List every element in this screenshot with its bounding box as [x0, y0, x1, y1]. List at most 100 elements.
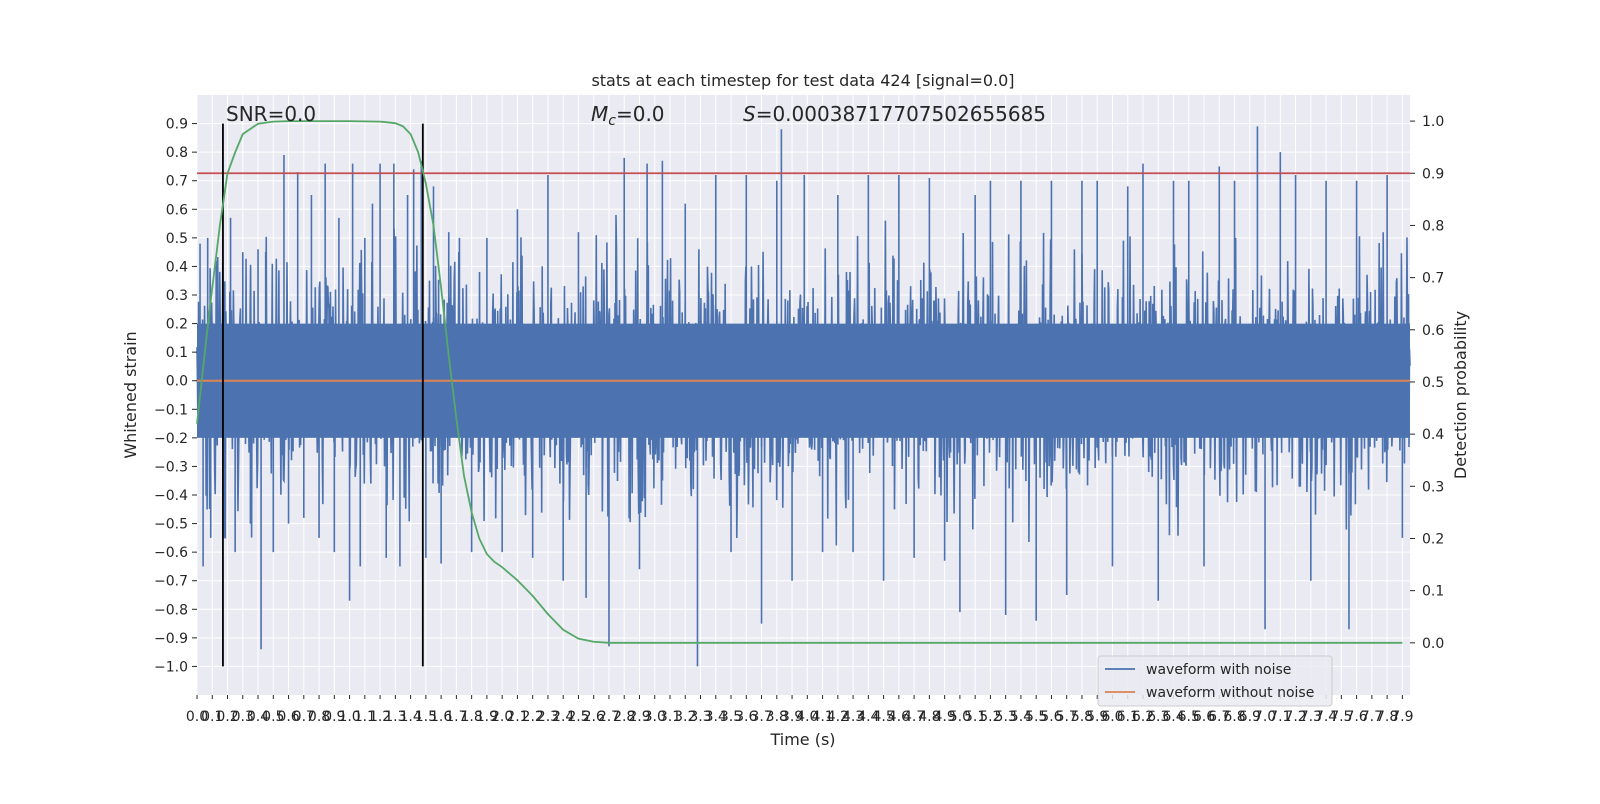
annotation-s: S=0.0003871770750265568​5: [743, 102, 1046, 126]
x-tick-label: 3.6: [735, 709, 757, 725]
x-tick-label: 0.0: [186, 709, 208, 725]
chart-title: stats at each timestep for test data 424…: [591, 71, 1014, 90]
y-left-tick-label: 0.5: [166, 231, 188, 247]
x-tick-label: 3.3: [689, 709, 711, 725]
x-tick-label: 4.4: [857, 709, 879, 725]
x-tick-label: 5.4: [1010, 709, 1032, 725]
x-tick-label: 3.4: [705, 709, 727, 725]
x-tick-label: 2.7: [598, 709, 620, 725]
y-left-tick-label: 0.0: [166, 374, 188, 390]
annotation-snr: SNR=0.0: [226, 102, 316, 126]
x-tick-label: 6.1: [1117, 709, 1139, 725]
x-tick-label: 3.0: [644, 709, 666, 725]
x-tick-label: 1.4: [399, 709, 421, 725]
y-right-tick-label: 0.2: [1422, 531, 1444, 547]
x-tick-label: 2.4: [552, 709, 574, 725]
x-tick-label: 7.8: [1376, 709, 1398, 725]
y-right-tick-label: 0.7: [1422, 271, 1444, 287]
y-left-tick-label: 0.8: [166, 145, 188, 161]
x-tick-label: 0.4: [247, 709, 269, 725]
x-tick-label: 1.9: [476, 709, 498, 725]
x-tick-label: 6.7: [1208, 709, 1230, 725]
x-tick-label: 4.9: [934, 709, 956, 725]
y-left-tick-label: −0.6: [154, 545, 188, 561]
x-tick-label: 2.6: [583, 709, 605, 725]
x-tick-label: 1.6: [430, 709, 452, 725]
y-left-tick-label: 0.6: [166, 202, 188, 218]
x-tick-label: 7.2: [1284, 709, 1306, 725]
x-tick-label: 7.1: [1269, 709, 1291, 725]
x-axis-label: Time (s): [769, 730, 835, 749]
x-tick-label: 3.7: [750, 709, 772, 725]
y-left-tick-labels: 0.9 0.8 0.7 0.6 0.5 0.4 0.3 0.2 0.1 0.0 −0.1 −0.2 −0…: [154, 117, 197, 675]
x-tick-label: 4.0: [796, 709, 818, 725]
y-right-tick-label: 0.9: [1422, 166, 1444, 182]
x-tick-label: 0.3: [232, 709, 254, 725]
x-tick-label: 4.2: [827, 709, 849, 725]
legend: waveform with noise waveform without noi…: [1097, 655, 1333, 707]
detection-probability-line: [196, 120, 1403, 644]
y-left-tick-label: −0.2: [154, 431, 188, 447]
y-right-tick-label: 0.5: [1422, 375, 1444, 391]
y-right-tick-label: 0.1: [1422, 584, 1444, 600]
x-tick-label: 6.4: [1162, 709, 1184, 725]
y-right-tick-label: 0.0: [1422, 636, 1444, 652]
y-left-tick-label: 0.2: [166, 317, 188, 333]
x-tick-label: 4.1: [811, 709, 833, 725]
y-right-tick-label: 1.0: [1422, 114, 1444, 130]
x-tick-label: 0.9: [323, 709, 345, 725]
x-tick-label: 1.8: [461, 709, 483, 725]
x-tick-label: 2.8: [613, 709, 635, 725]
y-left-tick-label: 0.3: [166, 288, 188, 304]
x-tick-label: 1.7: [445, 709, 467, 725]
x-tick-label: 0.1: [201, 709, 223, 725]
x-tick-label: 2.9: [628, 709, 650, 725]
x-tick-label: 6.8: [1223, 709, 1245, 725]
x-tick-label: 1.1: [354, 709, 376, 725]
x-tick-label: 2.0: [491, 709, 513, 725]
y-left-tick-label: −1.0: [154, 659, 188, 675]
x-tick-label: 1.0: [338, 709, 360, 725]
lines-layer: [196, 120, 1410, 667]
y-left-tick-label: −0.4: [154, 488, 188, 504]
y-right-tick-label: 0.8: [1422, 218, 1444, 234]
y-left-tick-label: −0.7: [154, 574, 188, 590]
y-right-tick-labels: 1.0 0.9 0.8 0.7 0.6 0.5 0.4 0.3 0.2 0.1 0.0: [1410, 114, 1444, 652]
x-tick-label: 4.8: [918, 709, 940, 725]
x-tick-label: 6.9: [1239, 709, 1261, 725]
x-tick-label: 5.1: [964, 709, 986, 725]
x-tick-labels: 0.00.10.20.30.40.50.60.70.80.91.01.11.21…: [186, 695, 1414, 725]
x-tick-label: 5.7: [1056, 709, 1078, 725]
x-tick-label: 5.5: [1025, 709, 1047, 725]
y-left-tick-label: −0.9: [154, 631, 188, 647]
x-tick-label: 6.0: [1101, 709, 1123, 725]
y-right-tick-label: 0.3: [1422, 479, 1444, 495]
y-axis-label-right: Detection probability: [1451, 311, 1470, 479]
x-tick-label: 0.8: [308, 709, 330, 725]
x-tick-label: 6.6: [1193, 709, 1215, 725]
legend-label-noise: waveform with noise: [1146, 662, 1291, 678]
x-tick-label: 3.9: [781, 709, 803, 725]
y-left-tick-label: 0.4: [166, 259, 188, 275]
x-tick-label: 3.5: [720, 709, 742, 725]
x-tick-label: 7.7: [1361, 709, 1383, 725]
x-tick-label: 7.5: [1330, 709, 1352, 725]
y-left-tick-label: 0.1: [166, 345, 188, 361]
x-tick-label: 5.8: [1071, 709, 1093, 725]
x-tick-label: 3.1: [659, 709, 681, 725]
y-left-tick-label: −0.3: [154, 459, 188, 475]
x-tick-label: 1.2: [369, 709, 391, 725]
x-tick-label: 6.2: [1132, 709, 1154, 725]
x-tick-label: 4.3: [842, 709, 864, 725]
x-tick-label: 2.3: [537, 709, 559, 725]
x-tick-label: 4.7: [903, 709, 925, 725]
y-axis-label-left: Whitened strain: [121, 331, 140, 458]
legend-box: [1097, 655, 1333, 707]
x-tick-label: 0.7: [293, 709, 315, 725]
legend-label-clean: waveform without noise: [1146, 685, 1314, 701]
y-left-tick-label: 0.9: [166, 117, 188, 133]
x-tick-label: 5.3: [995, 709, 1017, 725]
x-tick-label: 2.1: [506, 709, 528, 725]
